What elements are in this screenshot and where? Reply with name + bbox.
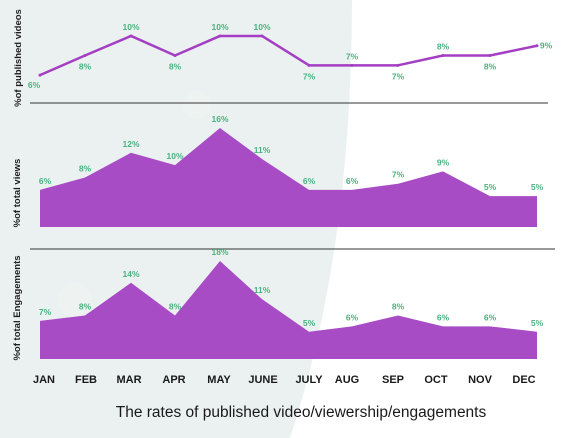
published-videos-point <box>396 63 400 67</box>
value-label: 10% <box>166 151 183 161</box>
value-label: 8% <box>484 62 497 72</box>
value-label: 6% <box>437 312 450 322</box>
value-label: 8% <box>392 301 405 311</box>
month-tick-label: MAR <box>116 374 141 386</box>
published-videos-line-chart: %of published videos 6% 8% 10% 8% 10% 10% 7% 7%… <box>13 9 553 107</box>
value-label: 5% <box>303 318 316 328</box>
published-videos-point <box>441 54 445 58</box>
value-label: 14% <box>122 269 139 279</box>
published-videos-point <box>535 44 539 48</box>
value-label: 5% <box>484 182 497 192</box>
value-label: 6% <box>484 312 497 322</box>
value-label: 8% <box>169 62 182 72</box>
total-views-area-chart: %of total views 6% 8% 12% 10% 16% 11% 6% 6% 7% 9%… <box>12 114 544 227</box>
total-engagements-area-chart: %of total Engagements 7% 8% 14% 8% 18% 11% 5% 6… <box>12 247 544 361</box>
value-label: 12% <box>122 139 139 149</box>
published-videos-point <box>129 34 133 38</box>
value-label: 18% <box>211 247 228 257</box>
total-engagements-area <box>40 261 537 359</box>
value-label: 9% <box>437 157 450 167</box>
chart-caption: The rates of published video/viewership/… <box>116 404 487 421</box>
value-label: 7% <box>39 307 52 317</box>
published-videos-point <box>307 63 311 67</box>
value-label: 7% <box>392 170 405 180</box>
value-label: 9% <box>540 41 553 51</box>
total-views-axis-label: %of total views <box>12 159 23 228</box>
value-label: 6% <box>303 176 316 186</box>
published-videos-point <box>173 54 177 58</box>
background-dot <box>183 91 211 119</box>
value-label: 7% <box>392 71 405 81</box>
month-tick-label: AUG <box>335 374 359 386</box>
value-label: 5% <box>531 182 544 192</box>
value-label: 11% <box>254 285 271 295</box>
total-views-area <box>40 128 537 227</box>
month-axis: JAN FEB MAR APR MAY JUNE JULY AUG SEP OCT NOV DEC <box>33 374 536 386</box>
month-tick-label: MAY <box>207 374 231 386</box>
value-label: 6% <box>346 176 359 186</box>
month-tick-label: NOV <box>468 374 493 386</box>
value-label: 10% <box>122 22 139 32</box>
value-label: 7% <box>303 71 316 81</box>
value-label: 8% <box>79 62 92 72</box>
published-videos-series-line <box>39 34 538 77</box>
published-videos-point <box>38 73 42 77</box>
value-label: 5% <box>531 318 544 328</box>
total-engagements-axis-label: %of total Engagements <box>12 255 23 360</box>
value-label: 8% <box>79 164 92 174</box>
published-videos-point <box>83 54 87 58</box>
value-label: 16% <box>211 114 228 124</box>
published-videos-point <box>260 34 264 38</box>
month-tick-label: APR <box>162 374 185 386</box>
month-tick-label: JULY <box>295 374 323 386</box>
month-tick-label: DEC <box>512 374 535 386</box>
published-videos-point <box>218 34 222 38</box>
value-label: 8% <box>79 301 92 311</box>
month-tick-label: FEB <box>75 374 97 386</box>
background-dot <box>58 283 92 317</box>
value-label: 7% <box>346 51 359 61</box>
value-label: 6% <box>39 176 52 186</box>
published-videos-axis-label: %of published videos <box>13 9 24 107</box>
published-videos-point <box>350 63 354 67</box>
value-label: 6% <box>346 312 359 322</box>
value-label: 10% <box>253 22 270 32</box>
value-label: 8% <box>169 301 182 311</box>
value-label: 8% <box>437 42 450 52</box>
published-videos-point <box>488 54 492 58</box>
month-tick-label: OCT <box>424 374 448 386</box>
month-tick-label: JUNE <box>248 374 277 386</box>
month-tick-label: SEP <box>382 374 404 386</box>
month-tick-label: JAN <box>33 374 55 386</box>
value-label: 11% <box>254 145 271 155</box>
value-label: 6% <box>28 80 41 90</box>
value-label: 10% <box>211 22 228 32</box>
